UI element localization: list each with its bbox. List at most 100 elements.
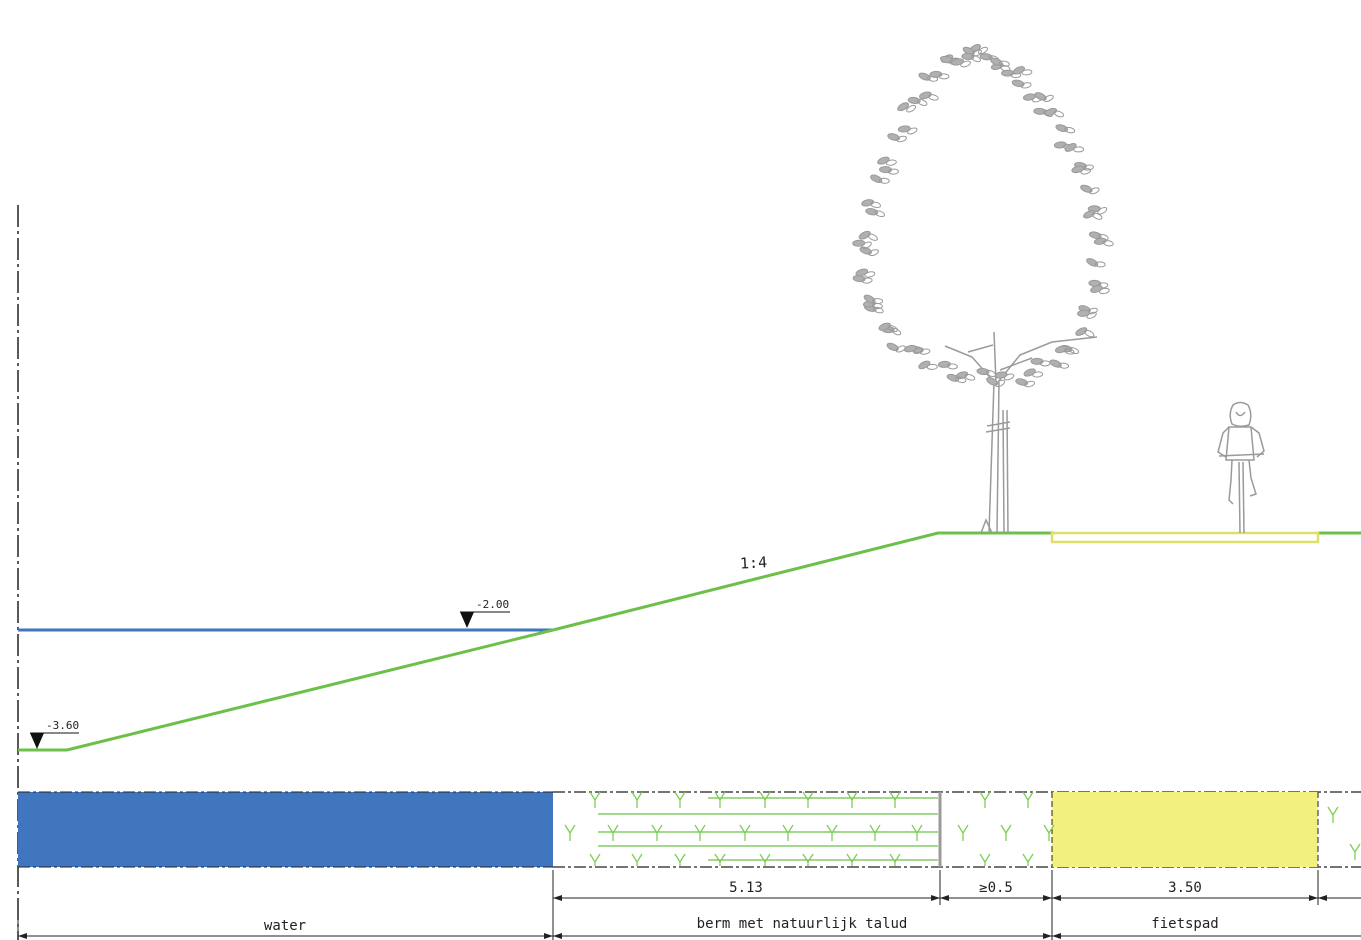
grass-icon <box>782 824 794 841</box>
grass-icon <box>889 853 901 866</box>
leaf-icon <box>1015 378 1036 388</box>
dimension-arrowheads <box>18 895 1327 939</box>
leaf-icon <box>863 294 884 305</box>
leaf-icon <box>918 360 938 370</box>
leaf-icon <box>879 166 900 175</box>
grass-icon <box>889 791 901 808</box>
leaf-icon <box>859 246 879 257</box>
leaf-icon <box>858 230 878 241</box>
tree-foliage <box>852 44 1114 388</box>
leaf-icon <box>877 156 897 166</box>
grass-icon <box>979 791 991 808</box>
grass-icon <box>607 824 619 841</box>
leaf-icon <box>976 367 997 378</box>
grass-icon <box>869 824 881 841</box>
grass-icon <box>714 791 726 808</box>
width-label-strip: ≥0.5 <box>979 880 1013 896</box>
level-marker-triangle <box>30 733 44 749</box>
leaf-icon <box>1071 165 1092 175</box>
leaf-icon <box>961 53 981 63</box>
leaf-icon <box>994 371 1015 381</box>
leaf-icon <box>852 275 873 284</box>
level-marker-label: -2.00 <box>476 598 509 611</box>
leaf-icon <box>937 360 958 370</box>
level-marker-bottom: -3.60 <box>30 719 79 749</box>
arrowhead <box>553 933 562 939</box>
leaf-icon <box>1023 368 1044 378</box>
leaf-icon <box>946 373 967 383</box>
grass-icon <box>564 824 576 841</box>
leaf-icon <box>861 199 882 208</box>
leaf-icon <box>1077 309 1097 319</box>
zone-dimensions <box>17 905 1361 940</box>
leaf-icon <box>1044 107 1065 118</box>
grass-icon <box>1043 824 1055 841</box>
leaf-icon <box>1064 143 1085 153</box>
leaf-icon <box>929 70 950 80</box>
leaf-icon <box>1030 357 1051 367</box>
grass-icon <box>674 853 686 866</box>
leaf-icon <box>1034 92 1054 103</box>
slope-label: 1:4 <box>740 553 768 572</box>
tree-icon <box>944 331 1098 534</box>
grass-icon <box>957 824 969 841</box>
grass-icon <box>694 824 706 841</box>
width-label-berm: 5.13 <box>729 880 763 896</box>
leaf-icon <box>986 377 1006 388</box>
grass-icon <box>1022 853 1034 866</box>
leaf-icon <box>1055 124 1076 134</box>
grass-icon <box>631 791 643 808</box>
slope-hatch-lines <box>598 797 938 861</box>
zone-label-berm: berm met natuurlijk talud <box>697 916 908 932</box>
grass-icon <box>674 791 686 808</box>
grass-icon <box>739 824 751 841</box>
arrowhead <box>18 933 27 939</box>
grass-icon <box>631 853 643 866</box>
leaf-icon <box>919 91 939 101</box>
arrowhead <box>1318 895 1327 901</box>
grass-icon <box>846 853 858 866</box>
leaf-icon <box>1049 359 1070 369</box>
grass-icon <box>802 791 814 808</box>
water-plan-area <box>18 792 553 867</box>
width-dimensions <box>552 870 1361 905</box>
leaf-icon <box>865 208 886 218</box>
zone-label-cycle-path: fietspad <box>1151 916 1218 932</box>
arrowhead <box>940 895 949 901</box>
leaf-icon <box>1011 79 1032 89</box>
grass-icon <box>589 791 601 808</box>
arrowhead <box>1043 933 1052 939</box>
level-marker-water: -2.00 <box>460 598 510 628</box>
grass-icon <box>714 853 726 866</box>
level-marker-triangle <box>460 612 474 628</box>
leaf-icon <box>1090 285 1110 295</box>
grass-symbols <box>564 791 1361 866</box>
arrowhead <box>1052 895 1061 901</box>
grass-icon <box>802 853 814 866</box>
arrowhead <box>931 895 940 901</box>
leaf-icon <box>886 342 906 353</box>
grass-icon <box>651 824 663 841</box>
grass-icon <box>1000 824 1012 841</box>
grass-icon <box>1349 843 1361 860</box>
cycle-path-plan-area <box>1052 792 1318 867</box>
arrowhead <box>1043 895 1052 901</box>
leaf-icon <box>903 344 924 354</box>
leaf-icon <box>852 239 872 249</box>
leaf-icon <box>1054 345 1075 355</box>
leaf-icon <box>887 133 907 143</box>
leaf-icon <box>897 125 918 135</box>
arrowhead <box>1309 895 1318 901</box>
leaf-icon <box>1012 66 1033 76</box>
ground-profile-line <box>18 531 1054 752</box>
leaf-icon <box>951 58 971 68</box>
grass-icon <box>1327 806 1339 823</box>
zone-label-water: water <box>264 918 306 934</box>
leaf-icon <box>855 268 876 278</box>
cyclist-icon <box>1217 401 1265 534</box>
width-label-cycle-path: 3.50 <box>1168 880 1202 896</box>
leaf-icon <box>1080 184 1100 195</box>
leaf-icon <box>897 102 917 113</box>
level-marker-label: -3.60 <box>46 719 79 732</box>
